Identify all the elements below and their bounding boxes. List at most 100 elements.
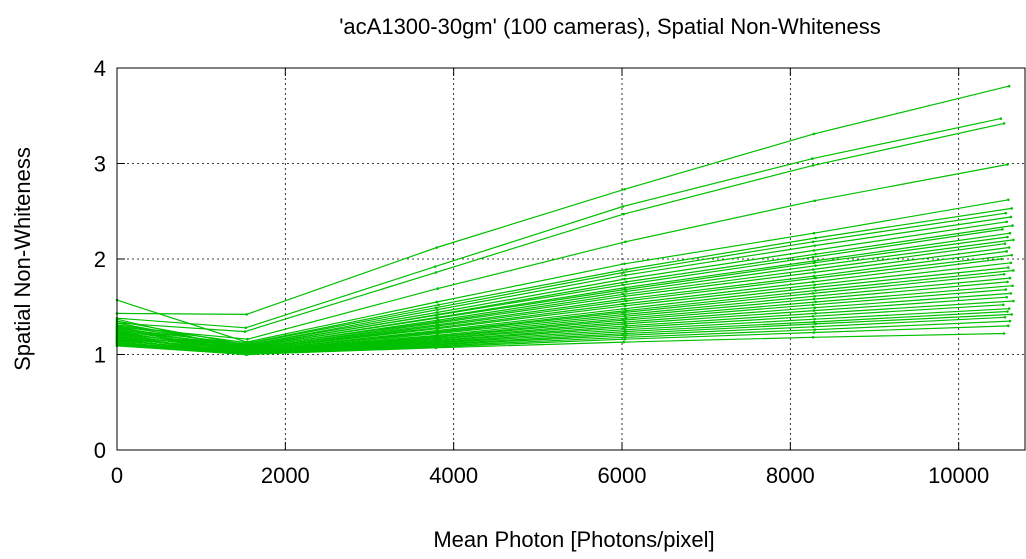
data-point — [1001, 228, 1004, 231]
data-point — [437, 324, 440, 328]
data-point — [811, 240, 815, 244]
data-point — [1009, 215, 1013, 219]
series-line — [116, 332, 1005, 356]
data-point — [624, 268, 628, 271]
data-point — [814, 252, 817, 256]
data-point — [433, 265, 437, 268]
data-point — [1002, 272, 1006, 276]
data-point — [813, 244, 817, 247]
data-point — [1003, 315, 1007, 319]
data-point — [624, 240, 627, 244]
data-point — [624, 290, 628, 293]
series-line — [116, 207, 1012, 344]
data-point — [624, 309, 628, 312]
y-tick-label: 0 — [94, 438, 106, 463]
data-point — [1009, 261, 1013, 265]
data-point — [812, 320, 816, 324]
data-point — [1005, 250, 1008, 253]
data-point — [811, 336, 815, 339]
data-point — [622, 302, 625, 306]
series-layer — [115, 84, 1015, 356]
data-point — [1002, 332, 1006, 335]
data-point — [811, 325, 815, 329]
series-line — [116, 292, 1011, 354]
data-point — [623, 322, 626, 326]
data-point — [434, 271, 438, 274]
data-point — [1007, 324, 1010, 328]
data-point — [811, 268, 815, 271]
data-point — [623, 307, 626, 310]
data-point — [622, 340, 625, 344]
data-point — [812, 132, 816, 136]
data-point — [437, 318, 440, 322]
data-point — [622, 326, 625, 330]
data-point — [812, 231, 816, 235]
series-line — [116, 163, 1008, 340]
data-point — [434, 314, 438, 317]
data-point — [437, 303, 440, 307]
data-point — [999, 117, 1003, 120]
data-point — [622, 212, 625, 216]
data-point — [811, 315, 815, 318]
data-point — [811, 280, 815, 284]
data-point — [621, 205, 625, 208]
y-tick-label: 4 — [94, 56, 106, 81]
data-point — [624, 299, 628, 303]
data-point — [622, 334, 625, 337]
x-tick-label: 8000 — [766, 463, 815, 488]
data-point — [1007, 84, 1011, 88]
data-point — [622, 318, 625, 322]
data-point — [811, 255, 815, 259]
data-point — [623, 297, 626, 301]
data-point — [1011, 224, 1014, 227]
data-point — [1006, 235, 1009, 239]
data-point — [814, 236, 817, 240]
data-point — [624, 324, 628, 328]
data-point — [434, 346, 438, 350]
series-line — [116, 228, 1003, 347]
data-point — [813, 199, 817, 203]
data-point — [1006, 310, 1009, 313]
y-tick-label: 1 — [94, 343, 106, 368]
series-line — [116, 325, 1009, 356]
series-line — [116, 300, 1014, 354]
data-point — [623, 315, 626, 318]
data-point — [434, 306, 438, 310]
data-point — [623, 187, 626, 191]
data-point — [813, 328, 817, 331]
data-point — [812, 274, 816, 278]
series-line — [116, 313, 1012, 355]
data-point — [1012, 238, 1015, 242]
data-point — [435, 316, 439, 320]
y-tick-label: 3 — [94, 152, 106, 177]
data-point — [813, 294, 817, 298]
data-point — [814, 264, 817, 267]
data-point — [244, 353, 248, 356]
data-point — [1010, 313, 1013, 316]
series-line — [116, 199, 1009, 343]
data-point — [1008, 231, 1012, 235]
data-point — [243, 330, 247, 333]
x-tick-label: 0 — [111, 463, 123, 488]
data-point — [622, 271, 625, 274]
data-point — [812, 286, 816, 289]
x-axis-label: Mean Photon [Photons/pixel] — [433, 527, 714, 552]
data-point — [624, 280, 628, 284]
y-tick-label: 2 — [94, 247, 106, 272]
data-point — [624, 294, 627, 298]
x-tick-label: 4000 — [429, 463, 478, 488]
data-point — [813, 317, 817, 321]
data-point — [436, 308, 439, 311]
data-point — [1002, 122, 1006, 125]
data-point — [622, 293, 625, 296]
data-point — [1006, 280, 1009, 284]
data-point — [1012, 269, 1015, 272]
data-point — [812, 309, 816, 312]
x-tick-label: 10000 — [928, 463, 989, 488]
data-point — [1000, 257, 1003, 261]
data-point — [624, 273, 627, 277]
data-point — [813, 271, 817, 274]
series-line — [116, 118, 1001, 329]
data-point — [1009, 292, 1013, 295]
